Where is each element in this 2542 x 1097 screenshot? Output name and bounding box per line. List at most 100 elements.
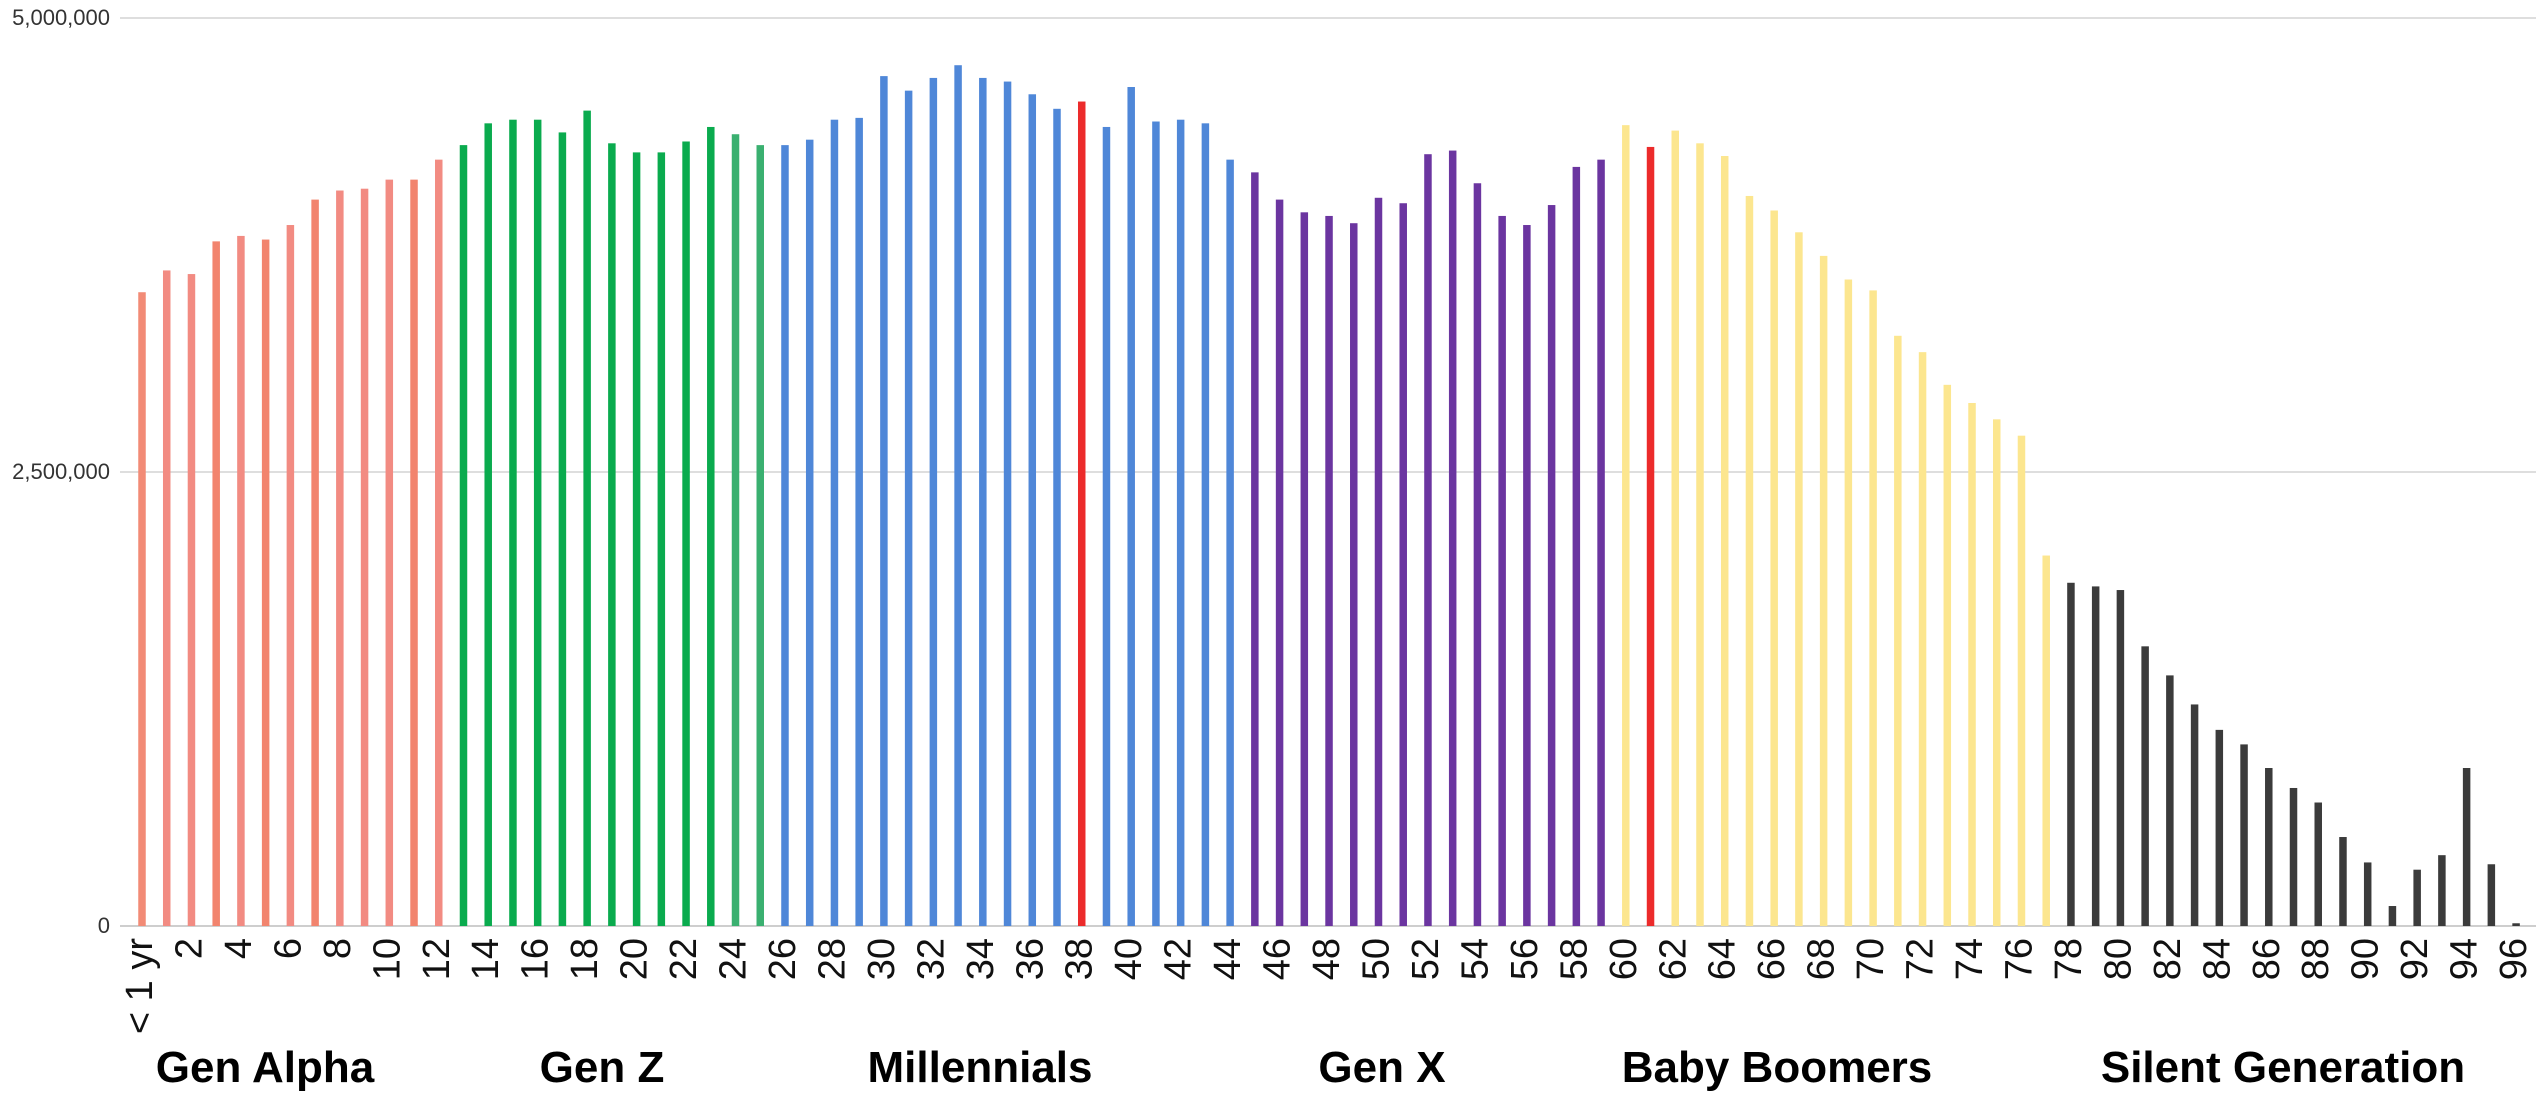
x-tick-label: 32 [910, 938, 952, 980]
bar-age-53 [1448, 150, 1457, 926]
bar-age-42 [1176, 119, 1185, 927]
x-tick-label: 46 [1257, 938, 1299, 980]
bar-age-18 [583, 110, 591, 927]
bar-age-6 [286, 225, 295, 927]
bar-age-27 [805, 139, 814, 926]
bar-age-30 [880, 76, 888, 926]
x-tick-label: 14 [465, 938, 507, 980]
bar-age-90 [2363, 862, 2372, 926]
x-tick-label: 12 [416, 938, 458, 980]
x-tick-label: 6 [267, 938, 309, 959]
bar-age-9 [360, 188, 369, 927]
x-tick-label: 34 [960, 938, 1002, 980]
bar-age-74 [1968, 402, 1976, 926]
bar-age-20 [632, 152, 641, 926]
bar-age-47 [1300, 212, 1309, 926]
bar-age-36 [1028, 94, 1037, 927]
x-tick-label: 2 [168, 938, 210, 959]
y-tick-label: 5,000,000 [12, 5, 110, 30]
y-axis-tick-labels: 0 2,500,000 5,000,000 [12, 5, 110, 938]
bar-age-71 [1894, 335, 1902, 926]
bar-age-50 [1374, 197, 1383, 926]
bar-age-29 [855, 117, 863, 926]
bar-age-61 [1646, 146, 1655, 926]
x-tick-label: 10 [366, 938, 408, 980]
bar-age-8 [336, 190, 344, 926]
x-tick-label: 22 [663, 938, 705, 980]
x-tick-label: 68 [1801, 938, 1843, 980]
bar-age-57 [1547, 205, 1556, 927]
bar-age-95 [2487, 864, 2496, 926]
bar-age-65 [1745, 195, 1754, 926]
bar-age-56 [1523, 225, 1531, 927]
bar-age-79 [2091, 586, 2100, 926]
bar-age-87 [2289, 787, 2298, 926]
bar-age-13 [459, 145, 468, 926]
x-tick-label: 78 [2048, 938, 2090, 980]
bar-age-15 [509, 119, 517, 927]
x-tick-label: 18 [564, 938, 606, 980]
x-tick-label: 82 [2147, 938, 2189, 980]
bar-age-82 [2166, 675, 2174, 926]
generation-label: Gen X [1318, 1043, 1445, 1092]
y-tick-label: 0 [98, 913, 110, 938]
bar-age-28 [830, 119, 839, 927]
bar-age-78 [2067, 582, 2075, 926]
x-tick-label: 80 [2097, 938, 2139, 980]
bar-age-94 [2462, 768, 2471, 926]
bar-age-39 [1102, 126, 1111, 926]
bar-age-91 [2388, 906, 2397, 926]
bar-age-37 [1053, 108, 1061, 927]
bar-age-54 [1473, 183, 1482, 927]
bar-age-52 [1424, 154, 1432, 926]
bar-age-93 [2438, 855, 2446, 926]
bar-age-80 [2116, 590, 2125, 926]
bar-age-3 [212, 241, 220, 927]
bar-age-7 [311, 199, 319, 927]
bar-age-72 [1918, 352, 1927, 926]
bar-age-88 [2314, 802, 2322, 926]
bar-age-19 [608, 143, 616, 926]
x-tick-label: 86 [2246, 938, 2288, 980]
bar-age-23 [707, 126, 715, 926]
x-tick-label: 66 [1751, 938, 1793, 980]
x-axis-tick-labels: < 1 yr 2 4 6 8 10 12 14 16 18 20 22 24 26 28 30 32 34 36 38… [119, 938, 2535, 1034]
x-tick-label: 38 [1059, 938, 1101, 980]
bar-age-60 [1622, 125, 1630, 927]
bar-age-67 [1795, 232, 1803, 927]
bar-age-49 [1350, 223, 1358, 926]
x-tick-label: 58 [1553, 938, 1595, 980]
bar-age-96 [2512, 923, 2520, 926]
bar-age-2 [187, 274, 196, 926]
bar-age-89 [2339, 837, 2347, 926]
bar-age-25 [756, 145, 764, 926]
x-tick-label: 8 [317, 938, 359, 959]
bar-age-77 [2042, 555, 2050, 926]
bar-age-76 [2017, 435, 2026, 926]
bar-age-31 [904, 90, 913, 926]
x-tick-label: 62 [1652, 938, 1694, 980]
x-tick-label: 92 [2394, 938, 2436, 980]
bar-age-70 [1869, 290, 1877, 926]
bar-age-68 [1819, 255, 1828, 926]
bar-age-63 [1696, 143, 1704, 926]
generation-label: Gen Z [540, 1043, 665, 1092]
bar-age-55 [1498, 215, 1506, 927]
x-tick-label: 30 [861, 938, 903, 980]
bar-age-62 [1671, 130, 1680, 927]
bar-age-69 [1844, 279, 1853, 926]
x-tick-label: 20 [614, 938, 656, 980]
x-tick-label: 60 [1603, 938, 1645, 980]
bar-age-92 [2413, 869, 2421, 926]
bar-age-34 [979, 77, 987, 927]
x-tick-label: 70 [1850, 938, 1892, 980]
x-tick-label: 90 [2345, 938, 2387, 980]
bar-age-38 [1077, 101, 1086, 926]
bar-age-44 [1226, 159, 1234, 926]
bar-age-40 [1127, 87, 1135, 927]
bar-age-10 [385, 179, 394, 926]
generation-label: Silent Generation [2101, 1043, 2465, 1092]
x-tick-label: 36 [1009, 938, 1051, 980]
x-tick-label: 72 [1900, 938, 1942, 980]
